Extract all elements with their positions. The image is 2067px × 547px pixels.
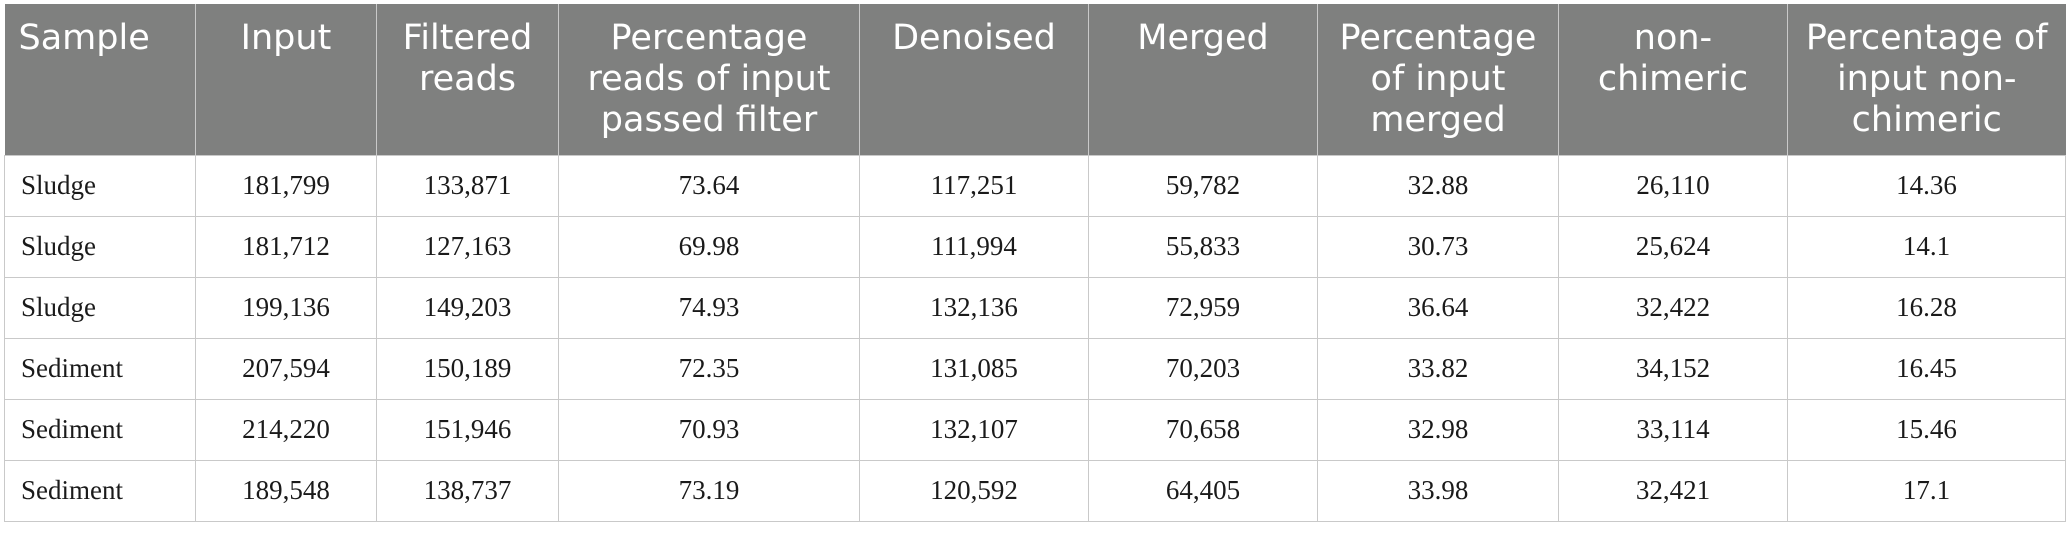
- header-non-chimeric: non-chimeric: [1558, 4, 1788, 155]
- table-row: Sludge 199,136 149,203 74.93 132,136 72,…: [4, 276, 2066, 339]
- cell-percentage-merged: 32.88: [1317, 154, 1559, 217]
- header-filtered-reads: Filtered reads: [376, 4, 559, 155]
- header-row: Sample Input Filtered reads Percentage r…: [4, 4, 2066, 155]
- cell-percentage-passed-filter: 74.93: [558, 276, 860, 339]
- table-body: Sludge 181,799 133,871 73.64 117,251 59,…: [4, 154, 2066, 522]
- cell-filtered-reads: 150,189: [376, 337, 559, 400]
- cell-input: 189,548: [195, 459, 377, 522]
- cell-denoised: 131,085: [859, 337, 1089, 400]
- table-row: Sediment 207,594 150,189 72.35 131,085 7…: [4, 337, 2066, 400]
- cell-non-chimeric: 26,110: [1558, 154, 1788, 217]
- cell-percentage-passed-filter: 73.64: [558, 154, 860, 217]
- header-percentage-merged: Percentage of input merged: [1317, 4, 1559, 155]
- table-row: Sludge 181,799 133,871 73.64 117,251 59,…: [4, 154, 2066, 217]
- cell-percentage-merged: 33.82: [1317, 337, 1559, 400]
- cell-filtered-reads: 127,163: [376, 215, 559, 278]
- data-table-container: Sample Input Filtered reads Percentage r…: [4, 4, 2066, 522]
- cell-input: 214,220: [195, 398, 377, 461]
- cell-merged: 55,833: [1088, 215, 1318, 278]
- cell-sample: Sludge: [4, 276, 196, 339]
- cell-merged: 70,203: [1088, 337, 1318, 400]
- cell-input: 199,136: [195, 276, 377, 339]
- header-percentage-passed-filter: Percentage reads of input passed filter: [558, 4, 860, 155]
- header-merged: Merged: [1088, 4, 1318, 155]
- cell-merged: 64,405: [1088, 459, 1318, 522]
- cell-non-chimeric: 32,422: [1558, 276, 1788, 339]
- cell-non-chimeric: 32,421: [1558, 459, 1788, 522]
- cell-sample: Sludge: [4, 154, 196, 217]
- cell-denoised: 117,251: [859, 154, 1089, 217]
- cell-input: 181,712: [195, 215, 377, 278]
- cell-filtered-reads: 133,871: [376, 154, 559, 217]
- cell-percentage-non-chimeric: 16.28: [1787, 276, 2066, 339]
- cell-percentage-non-chimeric: 15.46: [1787, 398, 2066, 461]
- data-table: Sample Input Filtered reads Percentage r…: [4, 4, 2066, 522]
- header-sample: Sample: [4, 4, 196, 155]
- table-row: Sludge 181,712 127,163 69.98 111,994 55,…: [4, 215, 2066, 278]
- cell-percentage-non-chimeric: 16.45: [1787, 337, 2066, 400]
- cell-percentage-merged: 30.73: [1317, 215, 1559, 278]
- cell-sample: Sludge: [4, 215, 196, 278]
- header-input: Input: [195, 4, 377, 155]
- cell-filtered-reads: 149,203: [376, 276, 559, 339]
- cell-input: 181,799: [195, 154, 377, 217]
- cell-percentage-passed-filter: 72.35: [558, 337, 860, 400]
- cell-percentage-non-chimeric: 14.36: [1787, 154, 2066, 217]
- cell-sample: Sediment: [4, 398, 196, 461]
- cell-percentage-passed-filter: 73.19: [558, 459, 860, 522]
- table-header: Sample Input Filtered reads Percentage r…: [4, 4, 2066, 155]
- cell-denoised: 111,994: [859, 215, 1089, 278]
- cell-percentage-merged: 36.64: [1317, 276, 1559, 339]
- cell-merged: 59,782: [1088, 154, 1318, 217]
- cell-non-chimeric: 25,624: [1558, 215, 1788, 278]
- cell-percentage-non-chimeric: 14.1: [1787, 215, 2066, 278]
- cell-input: 207,594: [195, 337, 377, 400]
- cell-denoised: 120,592: [859, 459, 1089, 522]
- cell-percentage-merged: 32.98: [1317, 398, 1559, 461]
- cell-denoised: 132,107: [859, 398, 1089, 461]
- table-row: Sediment 189,548 138,737 73.19 120,592 6…: [4, 459, 2066, 522]
- cell-filtered-reads: 151,946: [376, 398, 559, 461]
- cell-merged: 72,959: [1088, 276, 1318, 339]
- cell-denoised: 132,136: [859, 276, 1089, 339]
- header-denoised: Denoised: [859, 4, 1089, 155]
- header-percentage-non-chimeric: Percentage of input non-chimeric: [1787, 4, 2066, 155]
- cell-sample: Sediment: [4, 337, 196, 400]
- cell-filtered-reads: 138,737: [376, 459, 559, 522]
- cell-percentage-passed-filter: 70.93: [558, 398, 860, 461]
- cell-non-chimeric: 33,114: [1558, 398, 1788, 461]
- cell-non-chimeric: 34,152: [1558, 337, 1788, 400]
- cell-percentage-merged: 33.98: [1317, 459, 1559, 522]
- cell-merged: 70,658: [1088, 398, 1318, 461]
- cell-percentage-passed-filter: 69.98: [558, 215, 860, 278]
- cell-sample: Sediment: [4, 459, 196, 522]
- table-row: Sediment 214,220 151,946 70.93 132,107 7…: [4, 398, 2066, 461]
- cell-percentage-non-chimeric: 17.1: [1787, 459, 2066, 522]
